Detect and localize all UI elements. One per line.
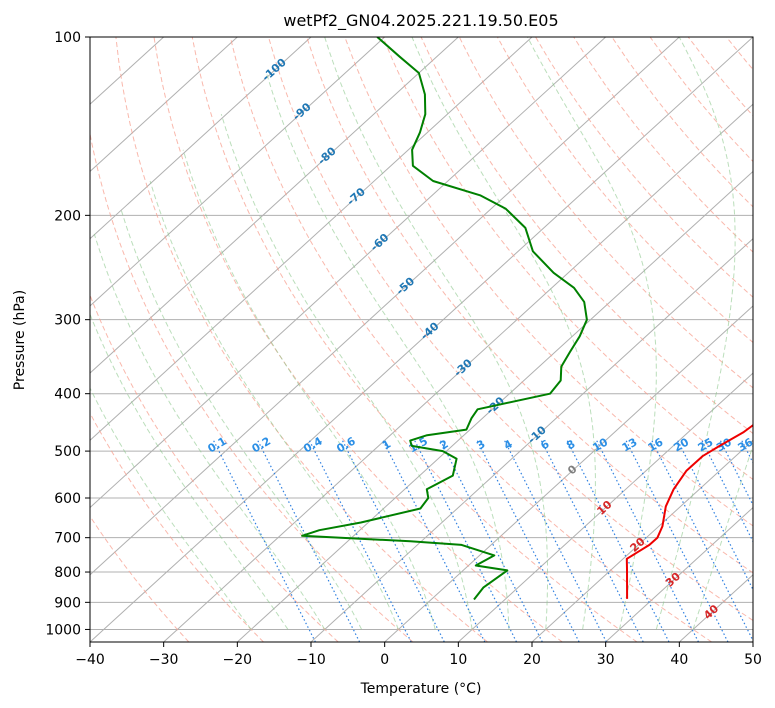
y-tick-label: 400: [54, 387, 81, 403]
x-axis: −40 −30 −20 −10 0 10 20 30 40 50: [75, 642, 762, 668]
y-tick-label: 100: [54, 30, 81, 46]
dry-adiabat: [496, 37, 753, 344]
isotherm: [384, 305, 753, 642]
dry-adiabat: [420, 37, 753, 435]
isotherm: [163, 103, 753, 642]
isotherm: [90, 37, 386, 307]
x-tick-label: 10: [449, 652, 467, 668]
dry-adiabat: [153, 37, 563, 642]
moist-adiabat: [220, 114, 473, 630]
x-tick-label: 40: [670, 652, 688, 668]
dry-adiabat: [765, 37, 775, 642]
dry-adiabat: [90, 131, 414, 642]
isotherm: [90, 37, 533, 442]
isotherm: [90, 37, 238, 173]
moist-adiabat: [324, 37, 549, 630]
x-tick-label: −40: [75, 652, 105, 668]
y-axis: 100 200 300 400 500 600 700 800 900 1000: [45, 30, 90, 638]
y-tick-label: 300: [54, 313, 81, 329]
y-tick-label: 800: [54, 565, 81, 581]
dry-adiabat: [344, 37, 753, 527]
isotherm: [90, 37, 753, 642]
moist-adiabat: [93, 233, 326, 630]
moist-adiabat: [90, 313, 289, 630]
y-axis-label: Pressure (hPa): [12, 290, 28, 390]
x-axis-label: Temperature (°C): [360, 681, 482, 697]
chart-title: wetPf2_GN04.2025.221.19.50.E05: [283, 11, 558, 31]
x-tick-label: −20: [223, 652, 253, 668]
isotherm: [605, 506, 753, 642]
x-tick-label: 0: [380, 652, 389, 668]
moist-adiabat: [90, 387, 252, 630]
x-tick-label: 20: [523, 652, 541, 668]
dry-adiabat: [382, 37, 753, 481]
temperature-profile: [625, 423, 753, 599]
isotherm: [90, 37, 680, 576]
moist-adiabat: [411, 37, 596, 630]
moist-adiabat: [149, 180, 399, 630]
dry-adiabat: [535, 37, 753, 298]
isotherm: [457, 372, 753, 642]
sounding-profiles: [301, 37, 753, 601]
y-tick-label: 200: [54, 208, 81, 224]
x-tick-label: −10: [296, 652, 326, 668]
isotherm: [236, 170, 753, 642]
dry-adiabat: [115, 37, 488, 642]
dewpoint-profile: [301, 37, 588, 601]
moist-adiabat: [527, 37, 657, 630]
dry-adiabat: [268, 37, 753, 622]
isotherm: [90, 37, 607, 509]
x-tick-label: −30: [149, 652, 179, 668]
x-tick-label: 30: [597, 652, 615, 668]
dry-adiabat: [90, 293, 339, 642]
plot-frame: [89, 36, 754, 643]
y-tick-label: 900: [54, 595, 81, 611]
x-tick-label: 50: [744, 652, 762, 668]
moist-adiabat: [182, 149, 436, 630]
y-tick-label: 500: [54, 444, 81, 460]
isotherm: [90, 37, 459, 374]
dry-adiabat: [191, 37, 638, 642]
moist-adiabat: [692, 444, 753, 630]
dry-adiabat: [306, 37, 753, 574]
dry-adiabat: [229, 37, 712, 642]
background-lines: [90, 37, 775, 642]
y-tick-label: 700: [54, 531, 81, 547]
moist-adiabat: [120, 208, 363, 630]
dry-adiabat: [90, 412, 264, 642]
isotherm: [752, 641, 753, 642]
isotherm: [90, 37, 312, 240]
moist-adiabat: [266, 72, 510, 630]
y-tick-label: 600: [54, 491, 81, 507]
y-tick-label: 1000: [45, 622, 81, 638]
isotherm: [531, 439, 753, 642]
moist-adiabat: [655, 37, 736, 630]
